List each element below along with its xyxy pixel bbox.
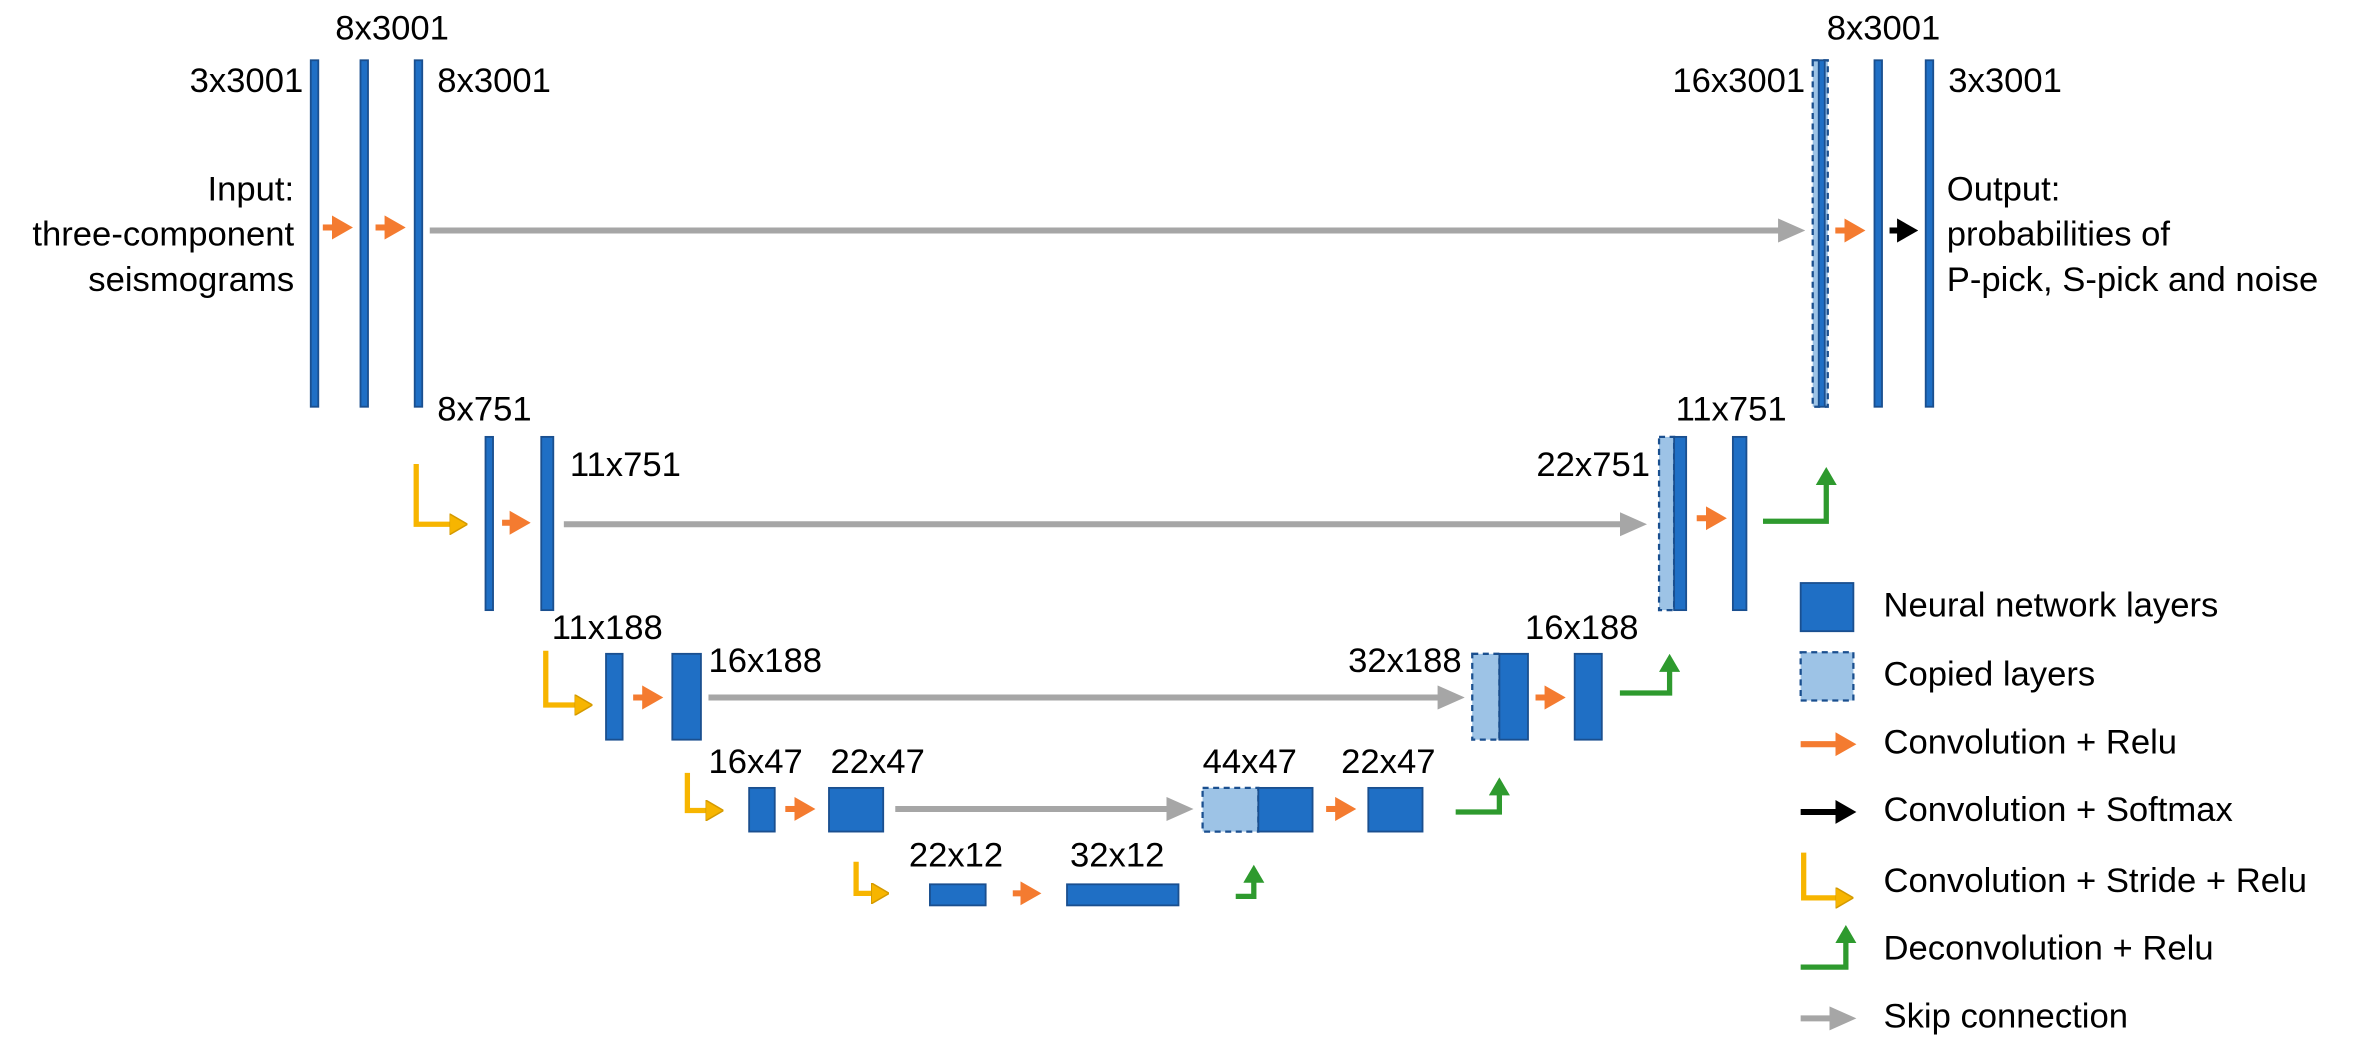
layer-label: 22x47 (830, 743, 924, 781)
output-label: Output: (1947, 170, 2061, 208)
layer-label: 32x12 (1070, 836, 1164, 874)
legend: Neural network layers Copied layers Conv… (1884, 586, 2307, 1035)
legend-label: Convolution + Relu (1884, 723, 2178, 761)
legend-label: Neural network layers (1884, 586, 2219, 624)
layer-label: 8x3001 (335, 9, 449, 47)
legend-label: Convolution + Stride + Relu (1884, 862, 2307, 900)
input-label: seismograms (88, 261, 294, 299)
legend-label: Convolution + Softmax (1884, 791, 2233, 829)
layer-label: 22x47 (1341, 743, 1435, 781)
shapes (309, 59, 1935, 1031)
layer-label: 3x3001 (1948, 62, 2062, 100)
legend-label: Skip connection (1884, 998, 2128, 1036)
layer-label: 22x12 (909, 836, 1003, 874)
layer-label: 16x3001 (1672, 62, 1805, 100)
layer-label: 8x3001 (437, 62, 551, 100)
labels: Input: three-component seismograms Outpu… (32, 9, 2318, 874)
layer-label: 11x751 (1676, 390, 1787, 428)
layer-label: 11x751 (570, 446, 681, 484)
output-label: probabilities of (1947, 216, 2171, 254)
layer-label: 16x188 (1525, 609, 1639, 647)
layer-label: 16x188 (708, 642, 822, 680)
layer-label: 8x3001 (1827, 9, 1941, 47)
layer-label: 11x188 (552, 609, 663, 647)
input-label: three-component (32, 216, 294, 254)
layer-label: 3x3001 (190, 62, 304, 100)
layer-label: 22x751 (1536, 446, 1650, 484)
layer-label: 16x47 (708, 743, 802, 781)
layer-label: 32x188 (1348, 642, 1462, 680)
layer-label: 44x47 (1203, 743, 1297, 781)
layer-label: 8x751 (437, 390, 531, 428)
input-label: Input: (208, 170, 295, 208)
legend-label: Deconvolution + Relu (1884, 930, 2214, 968)
output-label: P-pick, S-pick and noise (1947, 261, 2318, 299)
legend-label: Copied layers (1884, 656, 2096, 694)
